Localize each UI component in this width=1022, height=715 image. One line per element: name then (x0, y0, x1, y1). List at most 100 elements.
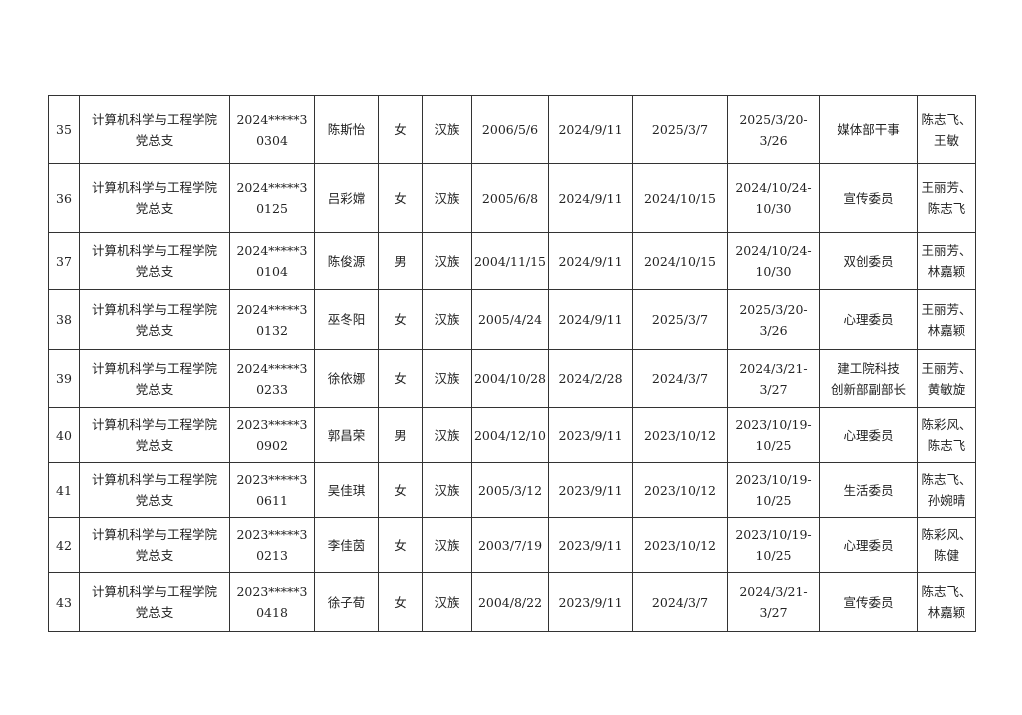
training-period-line: 2024/10/24- (735, 243, 812, 258)
application-date-cell: 2024/10/15 (632, 163, 728, 233)
application-date-cell: 2025/3/7 (632, 289, 728, 350)
table-body: 35 计算机科学与工程学院 党总支 2024*****3 0304 陈斯怡女汉族 2006/… (48, 95, 976, 632)
contacts-line: 林嘉颖 (927, 322, 966, 338)
student-id-line: 2024*****3 (236, 180, 308, 195)
position-cell: 宣传委员 (819, 163, 918, 233)
enrollment-date-cell: 2024/9/11 (548, 289, 633, 350)
contacts-line: 陈彩风、 (921, 417, 972, 432)
training-period-line: 2024/3/21- (739, 584, 808, 599)
contacts-cell: 王丽芳、 陈志飞 (917, 163, 976, 233)
student-name-cell: 郭昌荣 (314, 407, 379, 463)
contacts-line: 林嘉颖 (927, 264, 966, 279)
enrollment-date-cell: 2024/9/11 (548, 232, 633, 290)
student-id-line: 2024*****3 (236, 360, 308, 376)
student-id-line: 2024*****3 (236, 243, 308, 258)
organization-line: 党总支 (135, 438, 174, 453)
position-line: 宣传委员 (843, 594, 894, 610)
row-number-cell: 43 (48, 572, 80, 632)
contacts-line: 王丽芳、 (921, 180, 972, 195)
position-line: 建工院科技 (837, 360, 900, 376)
table-row: 36 计算机科学与工程学院 党总支 2024*****3 0125 吕彩嫦女汉族 2005/… (48, 163, 976, 233)
contacts-line: 陈彩风、 (921, 527, 972, 542)
ethnicity-cell: 汉族 (422, 289, 472, 350)
gender-cell: 女 (378, 289, 423, 350)
student-id-cell: 2024*****3 0104 (229, 232, 315, 290)
organization-cell: 计算机科学与工程学院 党总支 (79, 462, 230, 518)
table-row: 39 计算机科学与工程学院 党总支 2024*****3 0233 徐依娜女汉族 2004/… (48, 349, 976, 408)
organization-line: 党总支 (135, 201, 174, 216)
row-number-cell: 42 (48, 517, 80, 573)
contacts-line: 陈志飞 (927, 201, 966, 216)
contacts-cell: 王丽芳、 林嘉颖 (917, 232, 976, 290)
student-id-line: 2024*****3 (236, 111, 308, 127)
training-period-line: 2023/10/19- (735, 417, 812, 432)
position-cell: 宣传委员 (819, 572, 918, 632)
ethnicity-cell: 汉族 (422, 232, 472, 290)
contacts-line: 陈健 (933, 548, 959, 563)
position-cell: 心理委员 (819, 407, 918, 463)
training-period-cell: 2023/10/19- 10/25 (727, 517, 820, 573)
organization-line: 党总支 (135, 132, 174, 148)
organization-cell: 计算机科学与工程学院 党总支 (79, 95, 230, 164)
training-period-line: 2024/10/24- (735, 180, 812, 195)
contacts-cell: 陈彩风、 陈志飞 (917, 407, 976, 463)
organization-line: 计算机科学与工程学院 (91, 417, 217, 432)
organization-line: 计算机科学与工程学院 (91, 301, 217, 317)
training-period-line: 2024/3/21- (739, 360, 808, 376)
student-id-line: 0132 (256, 322, 288, 338)
student-id-line: 2023*****3 (236, 584, 308, 599)
organization-cell: 计算机科学与工程学院 党总支 (79, 289, 230, 350)
student-id-line: 0213 (256, 548, 288, 563)
row-number-cell: 37 (48, 232, 80, 290)
student-name-cell: 陈俊源 (314, 232, 379, 290)
application-date-cell: 2023/10/12 (632, 407, 728, 463)
position-line: 宣传委员 (843, 190, 894, 206)
position-line: 心理委员 (843, 427, 894, 443)
student-id-line: 2023*****3 (236, 417, 308, 432)
application-date-cell: 2023/10/12 (632, 462, 728, 518)
position-cell: 媒体部干事 (819, 95, 918, 164)
birth-date-cell: 2004/12/10 (471, 407, 549, 463)
birth-date-cell: 2005/3/12 (471, 462, 549, 518)
position-cell: 生活委员 (819, 462, 918, 518)
student-id-cell: 2023*****3 0213 (229, 517, 315, 573)
student-id-line: 0125 (256, 201, 288, 216)
enrollment-date-cell: 2024/9/11 (548, 163, 633, 233)
table-row: 43 计算机科学与工程学院 党总支 2023*****3 0418 徐子荀女汉族 2004/… (48, 572, 976, 632)
birth-date-cell: 2005/4/24 (471, 289, 549, 350)
training-period-cell: 2024/10/24- 10/30 (727, 232, 820, 290)
student-name-cell: 吴佳琪 (314, 462, 379, 518)
training-period-cell: 2025/3/20- 3/26 (727, 289, 820, 350)
training-period-line: 3/26 (759, 322, 788, 338)
student-id-line: 2024*****3 (236, 301, 308, 317)
enrollment-date-cell: 2023/9/11 (548, 572, 633, 632)
training-period-line: 2023/10/19- (735, 472, 812, 487)
training-period-line: 10/30 (755, 264, 792, 279)
organization-line: 计算机科学与工程学院 (91, 527, 217, 542)
training-period-line: 3/27 (759, 605, 788, 620)
organization-cell: 计算机科学与工程学院 党总支 (79, 572, 230, 632)
gender-cell: 女 (378, 517, 423, 573)
student-name-cell: 徐依娜 (314, 349, 379, 408)
student-id-cell: 2023*****3 0418 (229, 572, 315, 632)
birth-date-cell: 2004/8/22 (471, 572, 549, 632)
ethnicity-cell: 汉族 (422, 407, 472, 463)
gender-cell: 女 (378, 572, 423, 632)
enrollment-date-cell: 2023/9/11 (548, 407, 633, 463)
contacts-line: 王丽芳、 (921, 360, 972, 376)
contacts-line: 陈志飞 (927, 438, 966, 453)
training-period-cell: 2023/10/19- 10/25 (727, 407, 820, 463)
table-row: 42 计算机科学与工程学院 党总支 2023*****3 0213 李佳茵女汉族 2003/… (48, 517, 976, 573)
student-id-line: 0611 (256, 493, 288, 508)
contacts-cell: 陈彩风、 陈健 (917, 517, 976, 573)
organization-cell: 计算机科学与工程学院 党总支 (79, 163, 230, 233)
enrollment-date-cell: 2023/9/11 (548, 462, 633, 518)
row-number-cell: 40 (48, 407, 80, 463)
contacts-cell: 陈志飞、 王敏 (917, 95, 976, 164)
position-cell: 心理委员 (819, 517, 918, 573)
table-row: 38 计算机科学与工程学院 党总支 2024*****3 0132 巫冬阳女汉族 2005/… (48, 289, 976, 350)
training-period-cell: 2024/10/24- 10/30 (727, 163, 820, 233)
position-line: 创新部副部长 (830, 381, 906, 397)
organization-line: 党总支 (135, 322, 174, 338)
student-id-line: 0104 (256, 264, 288, 279)
